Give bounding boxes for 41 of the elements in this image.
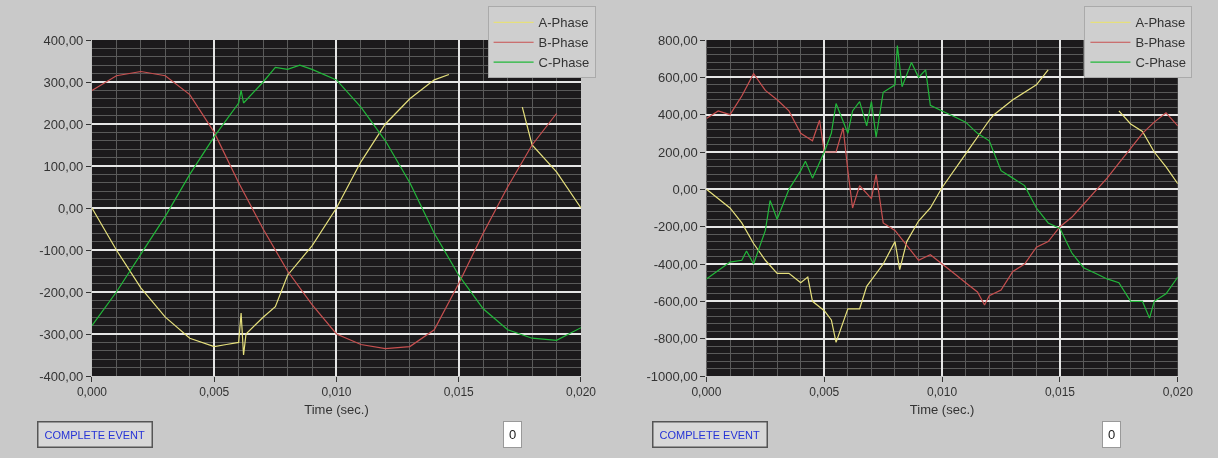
y-tick-label: -200,00 xyxy=(39,284,84,300)
y-tick-label: -100,00 xyxy=(39,242,84,258)
x-tick-label: 0,005 xyxy=(199,385,230,400)
x-tick-label: 0,020 xyxy=(565,385,597,400)
x-tick-label: 0,005 xyxy=(809,385,840,400)
y-tick-label: 300,00 xyxy=(43,74,84,90)
y-tick-label: 600,00 xyxy=(658,69,698,85)
x-tick-label: 0,015 xyxy=(443,385,475,400)
legend-label: B-Phase xyxy=(538,35,589,51)
y-tick-label: -800,00 xyxy=(653,331,698,347)
y-tick-label: 400,00 xyxy=(43,32,84,48)
x-axis-title: Time (sec.) xyxy=(909,402,975,417)
x-tick-label: 0,015 xyxy=(1044,385,1076,400)
y-tick-label: -400,00 xyxy=(39,368,84,384)
y-tick-label: -600,00 xyxy=(653,293,698,309)
text: COMPLETE EVENT xyxy=(659,428,761,441)
x-tick-label: 0,020 xyxy=(1162,385,1194,400)
y-tick-label: 0,00 xyxy=(58,200,84,216)
y-tick-label: -300,00 xyxy=(39,326,84,342)
y-tick-label: 400,00 xyxy=(658,107,698,123)
y-tick-label: 100,00 xyxy=(43,158,84,174)
text: 0 xyxy=(509,427,517,442)
x-tick-label: 0,010 xyxy=(321,385,352,400)
legend-label: A-Phase xyxy=(1135,15,1186,31)
x-tick-label: 0,000 xyxy=(691,385,722,400)
y-tick-label: 800,00 xyxy=(658,32,698,48)
legend-label: C-Phase xyxy=(1135,55,1186,71)
x-tick-label: 0,000 xyxy=(76,385,108,400)
y-tick-label: -1000,00 xyxy=(646,368,698,384)
text: COMPLETE EVENT xyxy=(44,428,146,441)
text: 0 xyxy=(1108,427,1116,442)
legend-label: B-Phase xyxy=(1135,35,1186,51)
legend-label: C-Phase xyxy=(538,55,590,71)
x-axis-title: Time (sec.) xyxy=(304,402,369,417)
legend-label: A-Phase xyxy=(538,15,589,31)
y-tick-label: -400,00 xyxy=(653,256,698,272)
y-tick-label: -200,00 xyxy=(653,219,698,235)
y-tick-label: 200,00 xyxy=(658,144,698,160)
y-tick-label: 0,00 xyxy=(672,181,698,197)
x-tick-label: 0,010 xyxy=(927,385,958,400)
y-tick-label: 200,00 xyxy=(43,116,84,132)
